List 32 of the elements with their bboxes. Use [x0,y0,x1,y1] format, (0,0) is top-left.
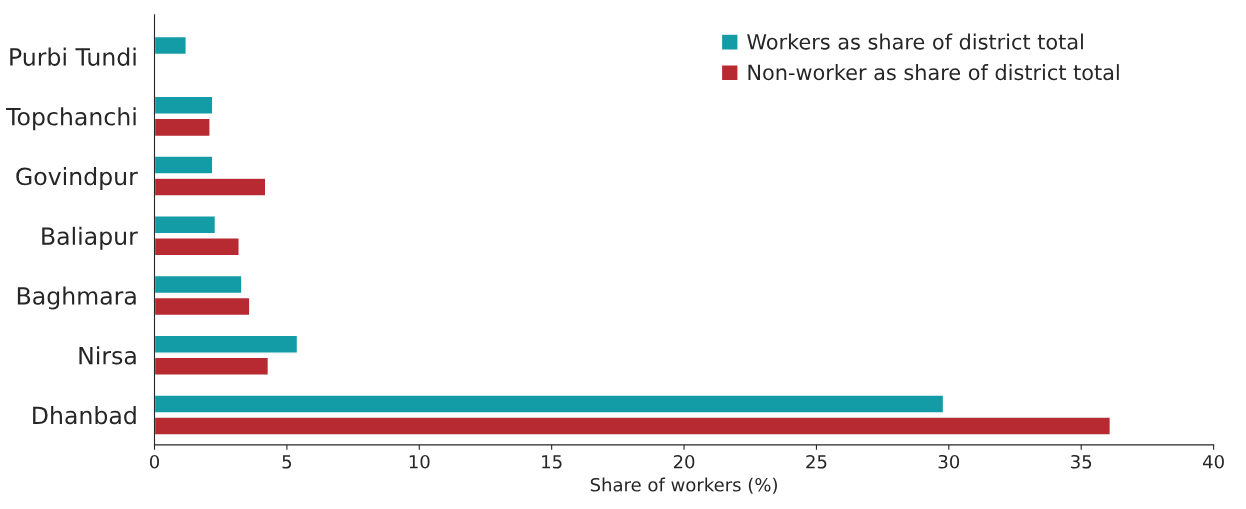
bar [154,177,267,197]
bar [154,155,214,175]
y-tick-label: Purbi Tundi [10,47,136,66]
bar [154,215,217,235]
x-tick-label: 30 [938,454,960,469]
bar [154,237,240,257]
bar [154,35,187,56]
bar [154,296,251,317]
bar [154,356,270,376]
x-tick-label: 20 [673,454,695,469]
y-tick-label: Govindpur [16,167,138,190]
bar [154,394,945,414]
y-tick-label: Topchanchi [6,107,136,131]
x-tick-label: 15 [542,455,562,469]
y-tick-label: Baliapur [42,226,138,250]
bar [154,95,214,115]
y-tick-label: Baghmara [17,286,136,310]
bar [154,416,1112,436]
x-tick-label: 10 [409,454,430,469]
y-tick-label: Dhanbad [33,406,136,425]
x-tick-label: 40 [1203,454,1224,469]
y-tick-label: Nirsa [79,346,136,365]
x-axis-title: Share of workers (%) [590,477,777,494]
x-tick-label: 0 [149,454,160,469]
x-tick-label: 25 [806,454,827,469]
bar [154,334,299,354]
x-tick-label: 5 [282,455,292,469]
x-tick-label: 35 [1071,454,1092,469]
legend-label: Workers as share of district total [747,33,1083,50]
bar [154,274,243,295]
bar [154,117,211,138]
legend-label: Non-worker as share of district total [748,64,1119,81]
